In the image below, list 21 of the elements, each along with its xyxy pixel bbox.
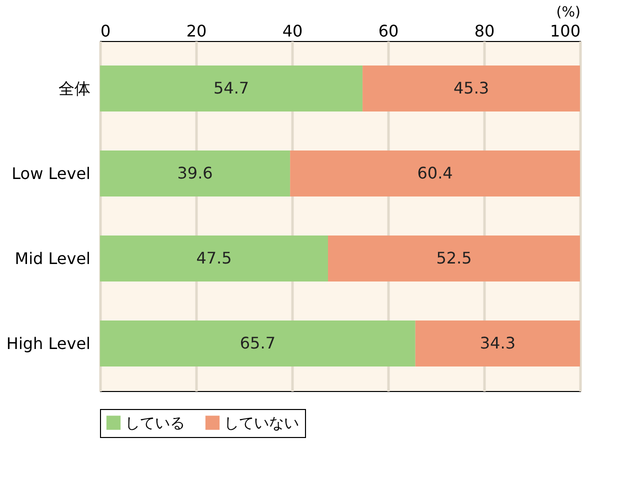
x-tick-label: 0 xyxy=(100,22,111,40)
x-tick-label: 60 xyxy=(378,22,399,40)
x-axis-title: (%) xyxy=(556,4,580,20)
legend-label: していない xyxy=(224,414,299,432)
y-tick-label: Mid Level xyxy=(14,249,90,268)
data-label: 65.7 xyxy=(240,334,276,352)
data-label: 52.5 xyxy=(436,248,472,268)
y-tick-label: High Level xyxy=(6,334,90,353)
data-label: 60.4 xyxy=(417,164,453,182)
x-tick-label: 100 xyxy=(550,22,580,40)
data-label: 45.3 xyxy=(453,78,490,98)
data-label: 39.6 xyxy=(177,164,213,182)
data-label: 47.5 xyxy=(196,248,232,268)
y-tick-label: 全体 xyxy=(58,79,90,98)
x-tick-label: 20 xyxy=(186,22,207,40)
x-tick-label: 80 xyxy=(474,22,495,40)
data-label: 34.3 xyxy=(480,334,516,352)
legend-label: している xyxy=(125,414,185,432)
y-tick-label: Low Level xyxy=(12,164,90,183)
x-tick-label: 40 xyxy=(282,22,303,40)
data-label: 54.7 xyxy=(213,78,250,98)
